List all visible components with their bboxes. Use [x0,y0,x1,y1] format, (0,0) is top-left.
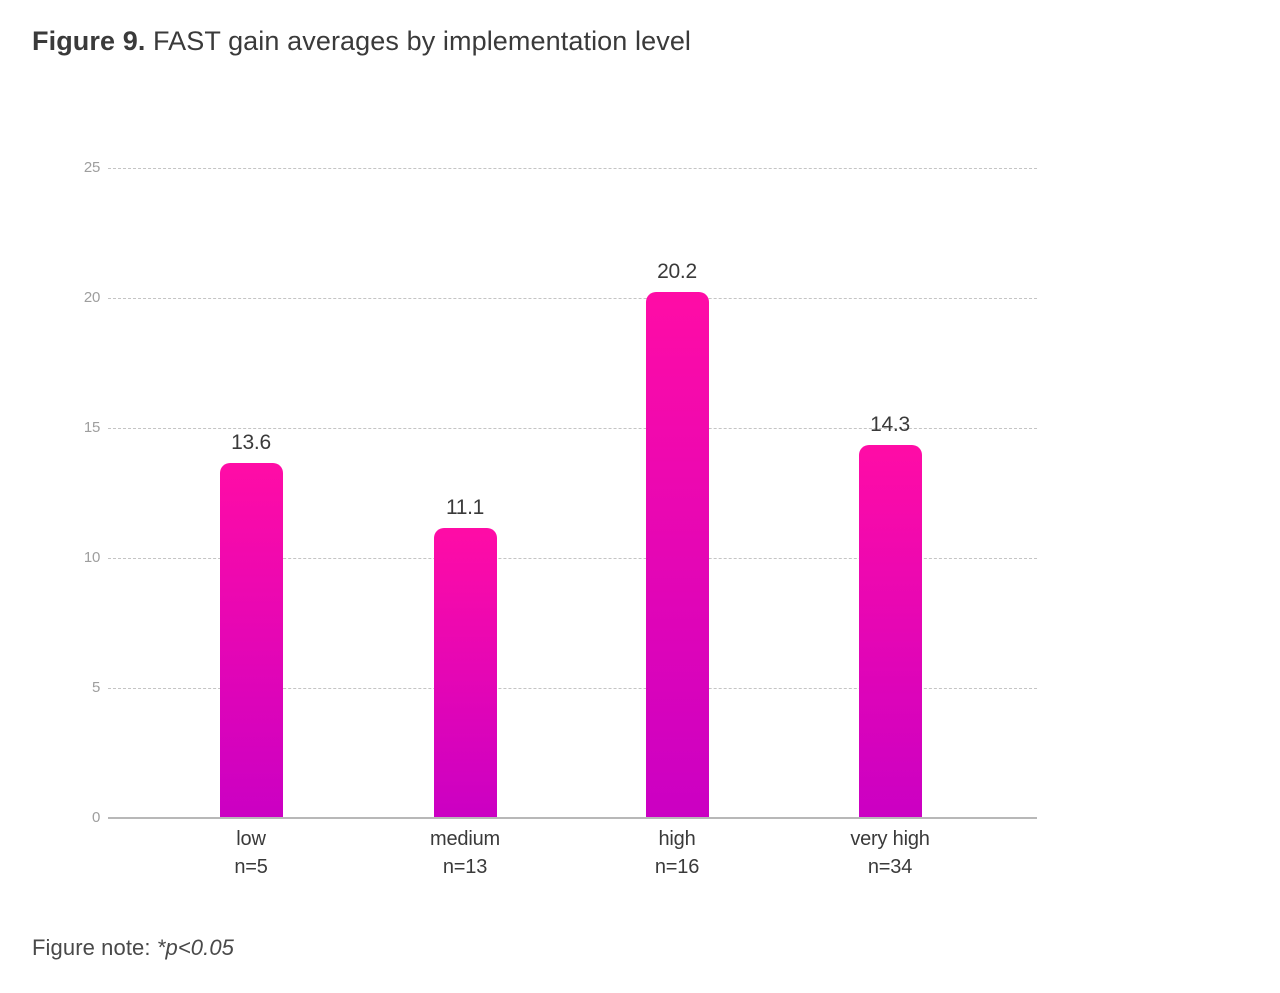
figure-note-pvalue: *p<0.05 [156,935,234,960]
x-axis-line [108,817,1037,819]
category-sublabel-high: n=16 [654,856,700,878]
category-sublabel-medium: n=13 [442,856,488,878]
category-label-very-high: very high [850,828,930,850]
value-label-low: 13.6 [231,431,271,455]
category-label-medium: medium [430,828,500,850]
figure-title: Figure 9. FAST gain averages by implemen… [32,26,691,57]
y-tick-0: 0 [91,809,100,826]
category-sublabel-low: n=5 [234,856,268,878]
bar-very-high [858,445,922,817]
value-label-high: 20.2 [657,259,697,283]
bar-medium [433,528,497,817]
y-tick-25: 25 [83,159,100,176]
figure-title-text: FAST gain averages by implementation lev… [145,26,692,56]
y-tick-5: 5 [91,679,100,696]
gridline-15 [108,428,1037,429]
y-tick-10: 10 [83,549,100,566]
category-sublabel-very-high: n=34 [867,856,913,878]
bar-low [219,463,283,817]
gridline-25 [108,168,1037,169]
value-label-medium: 11.1 [445,496,485,520]
y-tick-20: 20 [83,289,100,306]
gridline-10 [108,558,1037,559]
category-label-low: low [236,828,266,850]
gridline-5 [108,688,1037,689]
figure-note-prefix: Figure note: [32,935,157,960]
y-tick-15: 15 [83,419,100,436]
figure-note: Figure note: *p<0.05 [32,935,234,961]
bar-high [645,291,709,817]
figure-title-number: Figure 9. [32,26,146,56]
bar-chart: 0 5 10 15 20 25 13.6 11.1 20.2 14.3 low n=5 medium… [84,159,1037,878]
gridline-20 [108,298,1037,299]
category-label-high: high [658,828,696,850]
value-label-very-high: 14.3 [870,413,910,437]
